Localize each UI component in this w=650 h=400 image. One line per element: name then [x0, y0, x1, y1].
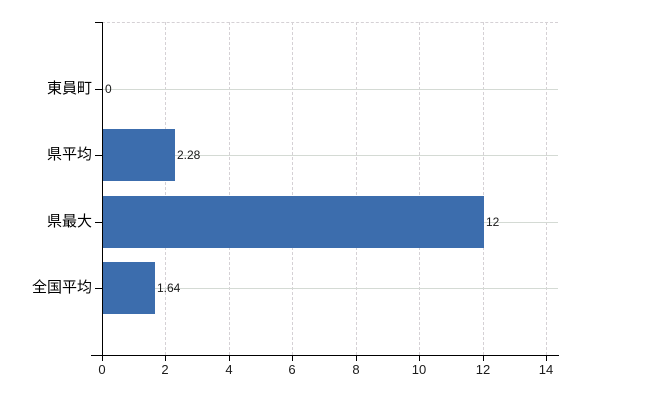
y-axis-tick [95, 89, 102, 90]
x-axis-tick-label: 4 [225, 362, 233, 377]
row-gridline [102, 89, 558, 90]
y-axis-tick [95, 288, 102, 289]
x-gridline [292, 22, 293, 355]
plot-top-border [102, 22, 558, 23]
row-gridline [102, 155, 558, 156]
x-axis-tick [546, 355, 547, 361]
x-axis-tick-label: 8 [352, 362, 360, 377]
category-label: 県最大 [46, 213, 92, 230]
x-axis-tick [229, 355, 230, 361]
x-gridline [356, 22, 357, 355]
row-gridline [102, 288, 558, 289]
x-axis-tick-label: 2 [161, 362, 169, 377]
x-gridline [483, 22, 484, 355]
x-gridline [546, 22, 547, 355]
x-axis-tick [419, 355, 420, 361]
category-label: 東員町 [46, 80, 92, 97]
bar-value-label: 12 [486, 215, 500, 229]
x-axis-tick [165, 355, 166, 361]
bar-value-label: 2.28 [177, 148, 201, 162]
x-gridline [419, 22, 420, 355]
x-axis-tick [483, 355, 484, 361]
x-gridline [229, 22, 230, 355]
x-axis-tick [102, 355, 103, 361]
category-label: 全国平均 [31, 279, 92, 296]
y-axis-end-tick [95, 22, 102, 23]
bar [103, 262, 155, 314]
y-axis-tick [95, 155, 102, 156]
x-gridline [165, 22, 166, 355]
x-axis-tick-label: 12 [475, 362, 491, 377]
y-axis-line [102, 22, 103, 355]
x-axis-tick-label: 0 [98, 362, 106, 377]
x-axis-tick-label: 6 [288, 362, 296, 377]
x-axis-tick-label: 10 [411, 362, 427, 377]
category-label: 県平均 [46, 146, 92, 163]
x-axis-line [91, 355, 559, 356]
x-axis-tick [356, 355, 357, 361]
bar [103, 196, 484, 248]
x-axis-tick [292, 355, 293, 361]
bar [103, 129, 175, 181]
bar-value-label: 1.64 [157, 281, 181, 295]
x-axis-tick-label: 14 [538, 362, 554, 377]
y-axis-tick [95, 222, 102, 223]
bar-value-label: 0 [105, 82, 112, 96]
